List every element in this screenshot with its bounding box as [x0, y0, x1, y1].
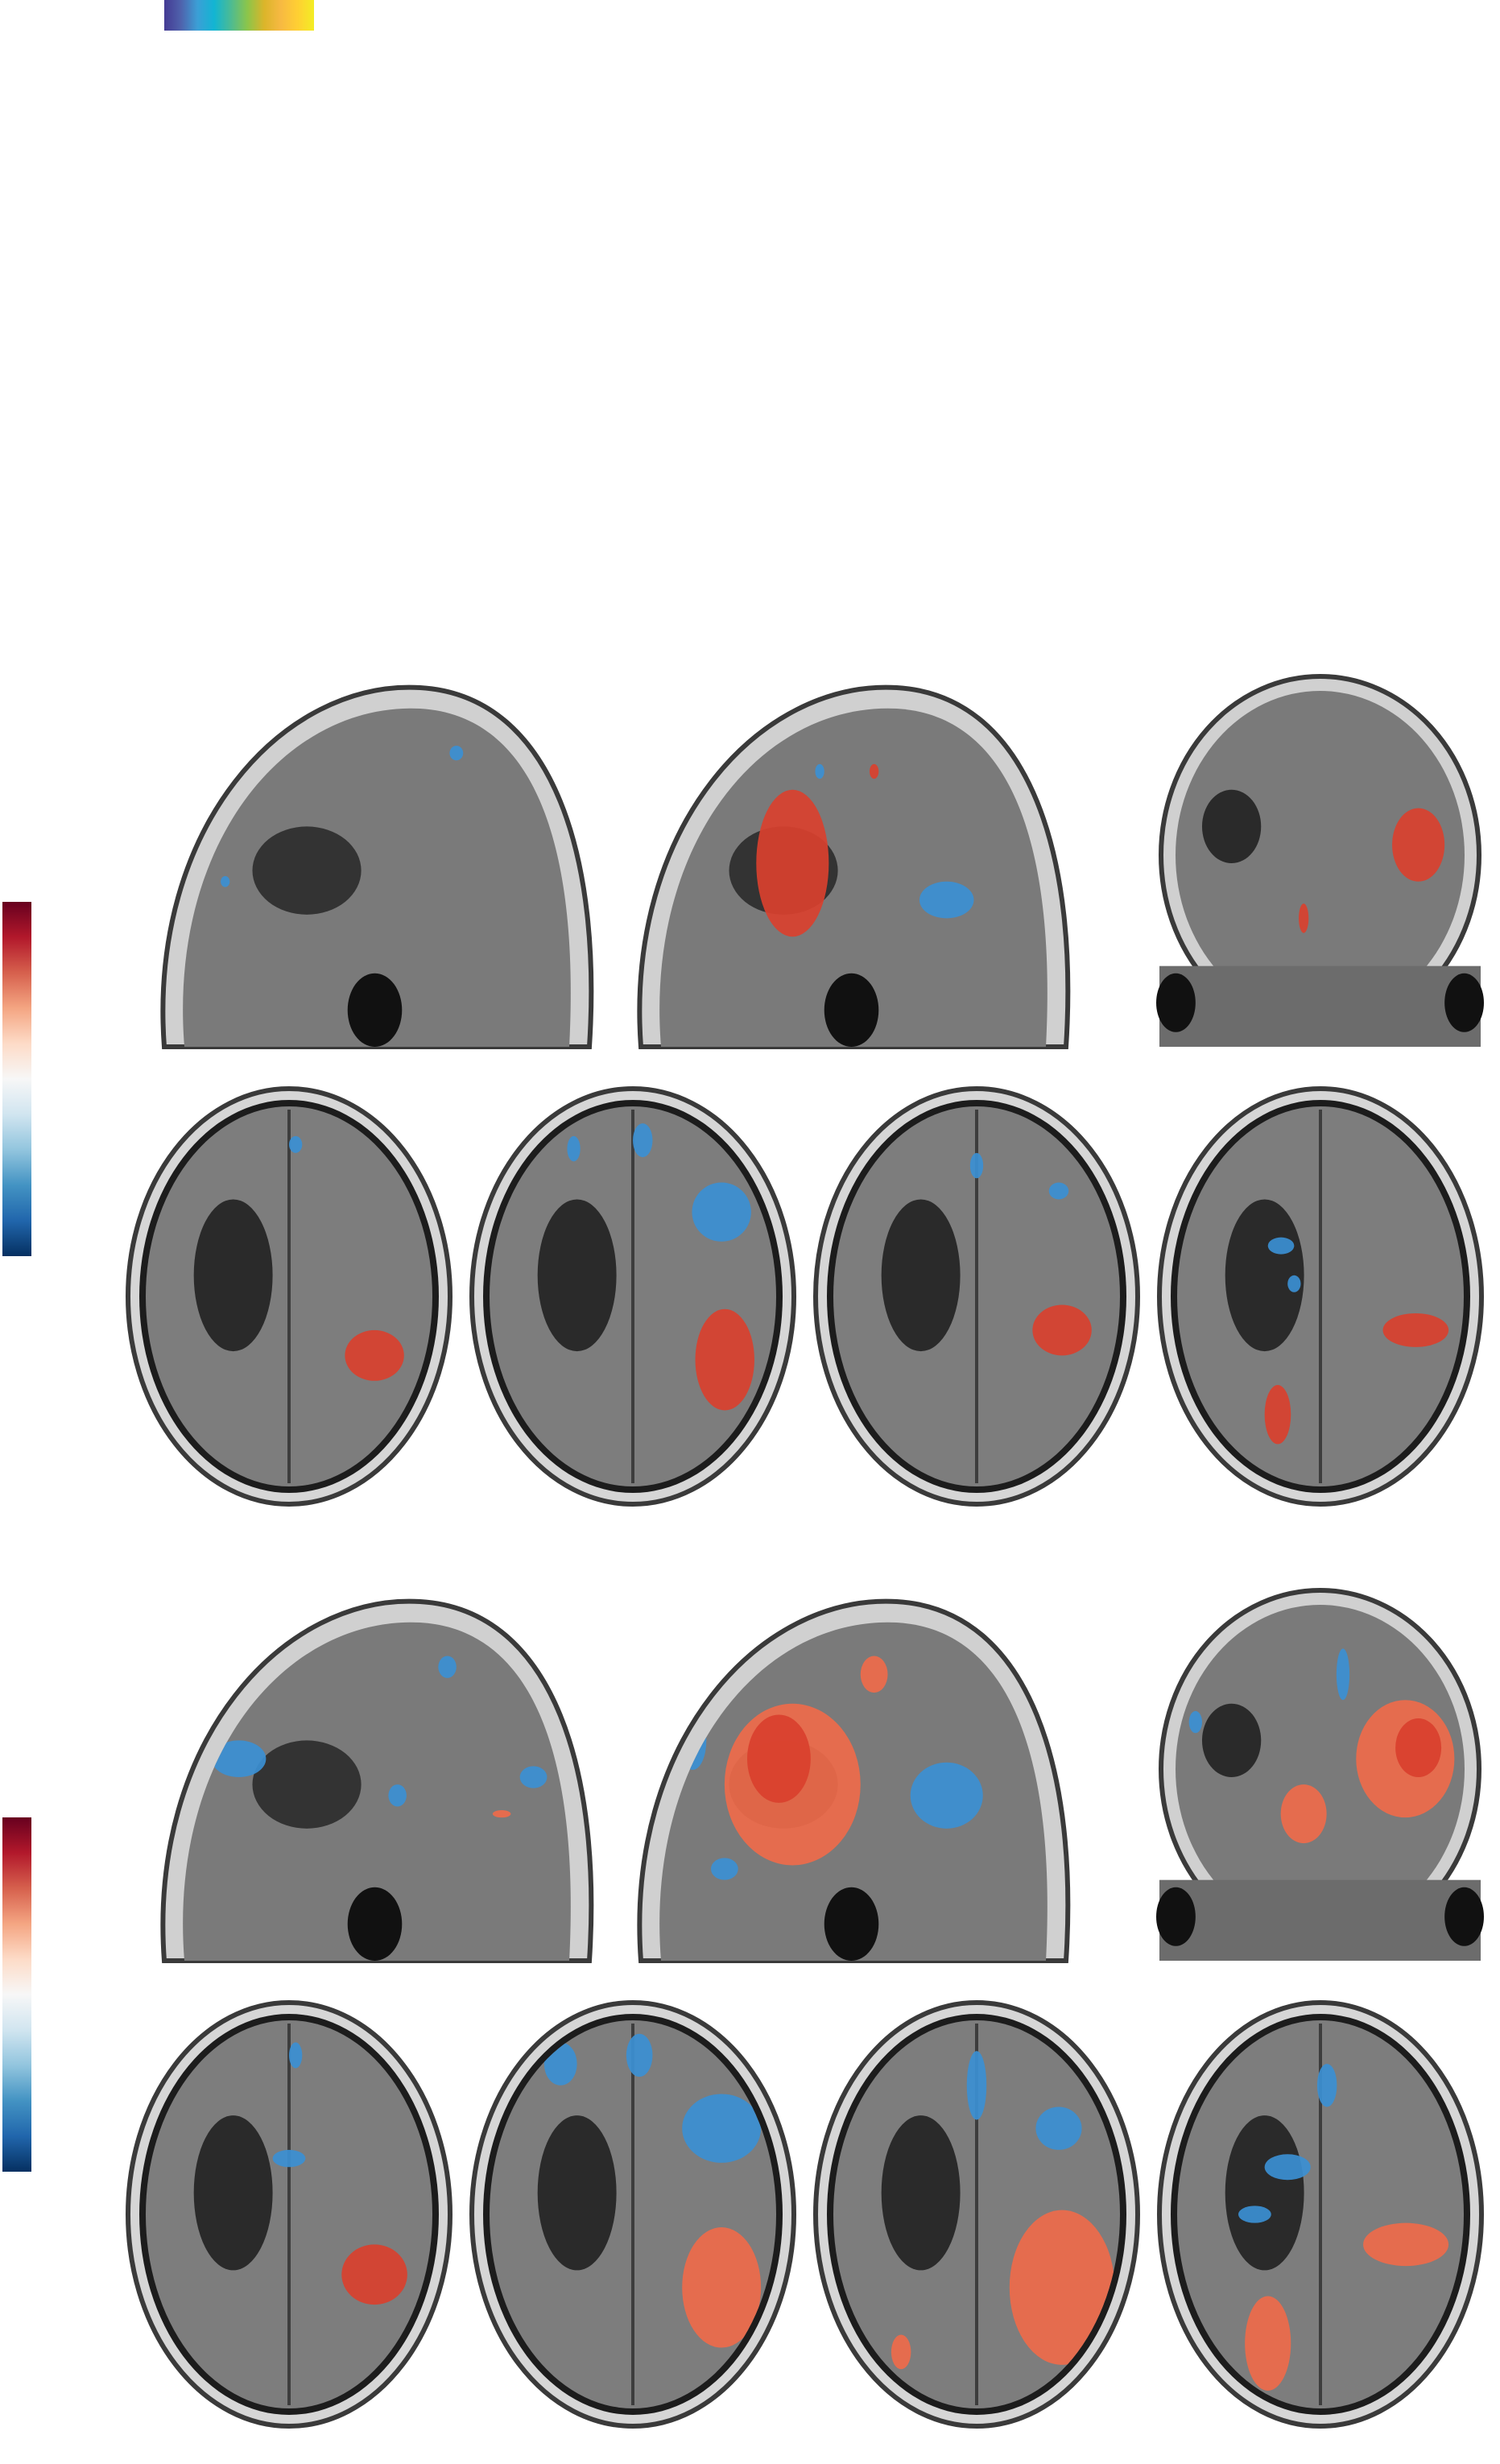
negative-activation-blob [919, 881, 974, 919]
positive-activation-blob [341, 2244, 407, 2305]
group-1-coronal-slice-3 [1156, 674, 1484, 1047]
positive-activation-blob [1363, 2222, 1449, 2267]
ventricle-shape [252, 826, 362, 915]
negative-activation-blob [289, 1135, 303, 1153]
negative-activation-blob [682, 2094, 762, 2163]
positive-activation-blob [1382, 1313, 1449, 1347]
negative-activation-blob [626, 2033, 653, 2077]
negative-activation-blob [1267, 1237, 1295, 1255]
negative-activation-blob [211, 1740, 267, 1777]
ventricle-shape [252, 1740, 362, 1829]
negative-activation-blob [710, 1858, 738, 1880]
group-2-axial-slice-6 [813, 2000, 1140, 2429]
diverging-colorbar-top-group [2, 902, 31, 1256]
positive-activation-blob [756, 789, 829, 937]
positive-activation-blob [890, 2334, 911, 2370]
group-2-axial-slice-7 [1157, 2000, 1484, 2429]
group-1-sagittal-slice-2 [637, 684, 1071, 1049]
ventricle-shape [881, 2115, 961, 2271]
positive-activation-blob [1395, 1718, 1442, 1777]
negative-activation-blob [289, 2042, 303, 2069]
diverging-colorbar-bottom-group [2, 1817, 31, 2172]
group-2-axial-slice-4 [126, 2000, 452, 2429]
negative-activation-blob [1238, 2206, 1271, 2223]
group-2-coronal-slice-3 [1156, 1588, 1484, 1961]
negative-activation-blob [449, 746, 464, 761]
positive-activation-blob [1032, 1304, 1092, 1356]
sequential-colorbar [164, 0, 314, 31]
negative-activation-blob [388, 1784, 407, 1807]
group-1-sagittal-slice-1 [160, 684, 594, 1049]
negative-activation-blob [910, 1762, 983, 1829]
positive-activation-blob [1280, 1784, 1327, 1844]
positive-activation-blob [492, 1810, 511, 1818]
positive-activation-blob [1392, 808, 1445, 882]
ventricle-shape [1225, 2115, 1304, 2271]
positive-activation-blob [1245, 2296, 1291, 2391]
positive-activation-blob [747, 1714, 811, 1803]
ventricle-shape [1225, 1199, 1304, 1352]
ventricle-shape [881, 1199, 961, 1352]
negative-activation-blob [438, 1656, 457, 1678]
negative-activation-blob [1035, 2106, 1082, 2150]
negative-activation-blob [1336, 1648, 1350, 1701]
negative-activation-blob [1316, 2064, 1337, 2107]
negative-activation-blob [969, 1152, 984, 1179]
group-2-axial-slice-5 [469, 2000, 796, 2429]
negative-activation-blob [272, 2149, 306, 2168]
group-1-axial-slice-4 [126, 1086, 452, 1507]
ventricle-shape [537, 1199, 617, 1352]
ventricle-shape [193, 2115, 273, 2271]
group-1-axial-slice-6 [813, 1086, 1140, 1507]
negative-activation-blob [1048, 1182, 1069, 1200]
negative-activation-blob [815, 763, 824, 779]
group-1-axial-slice-7 [1157, 1086, 1484, 1507]
positive-activation-blob [682, 2227, 762, 2348]
negative-activation-blob [221, 875, 230, 887]
negative-activation-blob [519, 1766, 548, 1788]
group-2-sagittal-slice-2 [637, 1598, 1071, 1963]
negative-activation-blob [692, 1182, 751, 1242]
negative-activation-blob [567, 1135, 581, 1162]
negative-activation-blob [1188, 1710, 1202, 1734]
ventricle-shape [537, 2115, 617, 2271]
positive-activation-blob [1264, 1385, 1291, 1445]
negative-activation-blob [1287, 1275, 1301, 1292]
ventricle-shape [193, 1199, 273, 1352]
negative-activation-blob [633, 1123, 653, 1158]
positive-activation-blob [345, 1329, 404, 1381]
positive-activation-blob [1299, 903, 1309, 933]
group-2-sagittal-slice-1 [160, 1598, 594, 1963]
positive-activation-blob [695, 1308, 754, 1411]
positive-activation-blob [1009, 2210, 1115, 2365]
negative-activation-blob [966, 2051, 987, 2120]
negative-activation-blob [1264, 2154, 1311, 2181]
positive-activation-blob [860, 1656, 888, 1693]
group-1-axial-slice-5 [469, 1086, 796, 1507]
positive-activation-blob [870, 763, 879, 779]
